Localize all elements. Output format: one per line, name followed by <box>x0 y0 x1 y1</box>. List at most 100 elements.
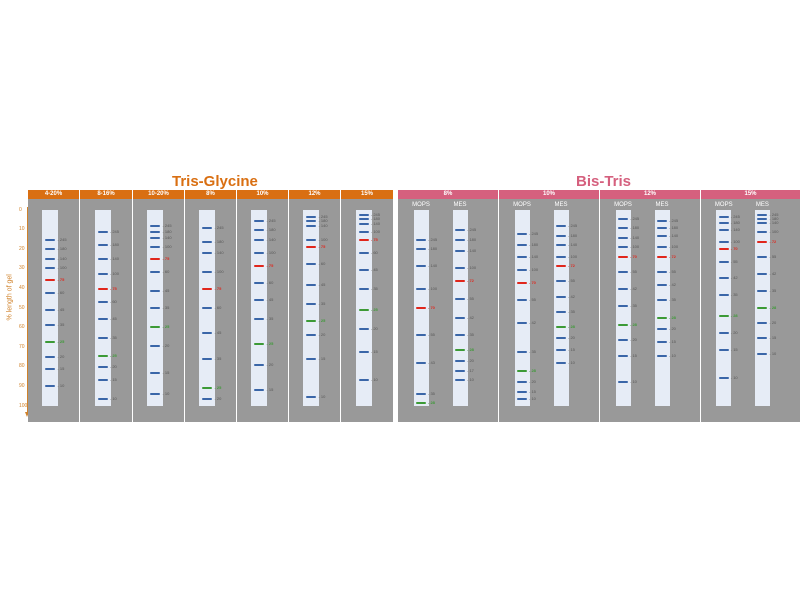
band-size-label: - 25 <box>162 324 170 329</box>
marker-band <box>416 248 426 251</box>
marker-band <box>306 219 317 222</box>
band-size-label: - 140 <box>266 236 276 242</box>
marker-band <box>757 213 768 216</box>
band-size-label: - 245 <box>529 230 539 236</box>
band-size-label: - 245 <box>568 223 578 229</box>
band-size-label: - 20 <box>109 363 117 369</box>
band-size-label: - 42 <box>730 274 738 280</box>
marker-band <box>455 229 465 232</box>
marker-band <box>618 217 628 220</box>
marker-band <box>556 234 566 237</box>
band-size-label: - 100 <box>669 244 679 250</box>
band-size-label: - 25 <box>370 306 378 312</box>
band-size-label: - 35 <box>214 356 222 362</box>
marker-band <box>150 236 161 239</box>
marker-band <box>45 248 56 251</box>
band-size-label: - 100 <box>214 268 224 274</box>
marker-band <box>517 322 527 325</box>
band-size-label: - 55 <box>769 253 777 259</box>
gel-lane <box>716 210 732 406</box>
band-size-label: - 25 <box>318 318 326 324</box>
band-size-label: - 35 <box>428 390 435 396</box>
band-size-label: - 20 <box>214 396 222 402</box>
band-size-label: - 28 <box>428 400 435 405</box>
marker-band <box>657 255 667 258</box>
marker-band <box>757 337 768 340</box>
band-size-label: - 100 <box>318 236 328 242</box>
marker-band <box>254 318 265 321</box>
marker-band <box>358 269 369 271</box>
band-size-label: - 180 <box>630 225 640 231</box>
marker-band <box>618 227 628 230</box>
gel-lane <box>654 210 670 406</box>
band-size-label: - 245 <box>370 211 380 217</box>
panel-header: 15% <box>341 190 393 199</box>
band-size-label: - 140 <box>57 255 67 261</box>
band-size-label: - 180 <box>370 215 380 221</box>
marker-band <box>306 238 317 241</box>
marker-band <box>150 246 161 249</box>
band-size-label: - 70 <box>730 246 738 252</box>
band-size-label: - 100 <box>730 238 740 244</box>
band-size-label: - 180 <box>109 242 119 248</box>
marker-band <box>718 261 729 264</box>
marker-band <box>150 289 161 292</box>
marker-band <box>254 299 265 302</box>
marker-band <box>718 377 729 380</box>
marker-band <box>202 358 213 361</box>
marker-band <box>416 362 426 365</box>
marker-band <box>556 265 566 268</box>
band-size-label: - 42 <box>568 293 575 299</box>
band-size-label: - 28 <box>467 346 474 352</box>
marker-band <box>254 282 265 285</box>
band-size-label: - 10 <box>162 390 170 396</box>
marker-band <box>718 240 729 243</box>
marker-band <box>358 231 369 233</box>
band-size-label: - 10 <box>109 396 117 402</box>
y-tick-label: 20 <box>19 245 25 252</box>
band-size-label: - 140 <box>529 253 539 259</box>
marker-band <box>97 301 108 304</box>
marker-band <box>618 305 628 308</box>
marker-band <box>306 396 317 399</box>
y-tick-label: 10 <box>19 226 25 233</box>
marker-band <box>358 213 369 216</box>
band-size-label: - 55 <box>730 259 738 265</box>
band-size-label: - 180 <box>568 232 578 238</box>
band-size-label: - 100 <box>769 229 779 234</box>
band-size-label: - 75 <box>370 236 378 242</box>
band-size-label: - 100 <box>57 265 67 271</box>
lane-label: MOPS <box>714 202 733 208</box>
band-size-label: - 100 <box>568 253 578 259</box>
band-size-label: - 25 <box>109 352 117 358</box>
marker-band <box>757 240 768 243</box>
band-size-label: - 10 <box>769 350 777 356</box>
band-size-label: - 20 <box>630 337 637 343</box>
marker-band <box>757 322 768 325</box>
band-size-label: - 60 <box>370 249 378 255</box>
marker-band <box>202 240 213 243</box>
marker-band <box>517 282 527 285</box>
marker-band <box>254 251 265 254</box>
band-size-label: - 28 <box>769 305 777 310</box>
band-size-label: - 45 <box>214 329 222 335</box>
band-size-label: - 45 <box>318 282 326 288</box>
band-size-label: - 70 <box>428 305 435 310</box>
marker-band <box>517 232 527 235</box>
band-size-label: - 15 <box>769 335 777 341</box>
marker-band <box>657 270 667 273</box>
marker-band <box>657 219 667 222</box>
marker-band <box>517 299 527 302</box>
marker-band <box>657 327 667 330</box>
marker-band <box>202 227 213 230</box>
band-size-label: - 10 <box>370 377 378 383</box>
band-size-label: - 20 <box>730 329 738 335</box>
marker-band <box>358 288 369 290</box>
band-size-label: - 140 <box>109 255 119 261</box>
marker-band <box>306 284 317 287</box>
band-size-label: - 55 <box>428 331 435 337</box>
panel-header: 10% <box>237 190 288 199</box>
band-size-label: - 100 <box>162 244 172 250</box>
marker-band <box>455 280 465 283</box>
marker-band <box>202 288 213 290</box>
